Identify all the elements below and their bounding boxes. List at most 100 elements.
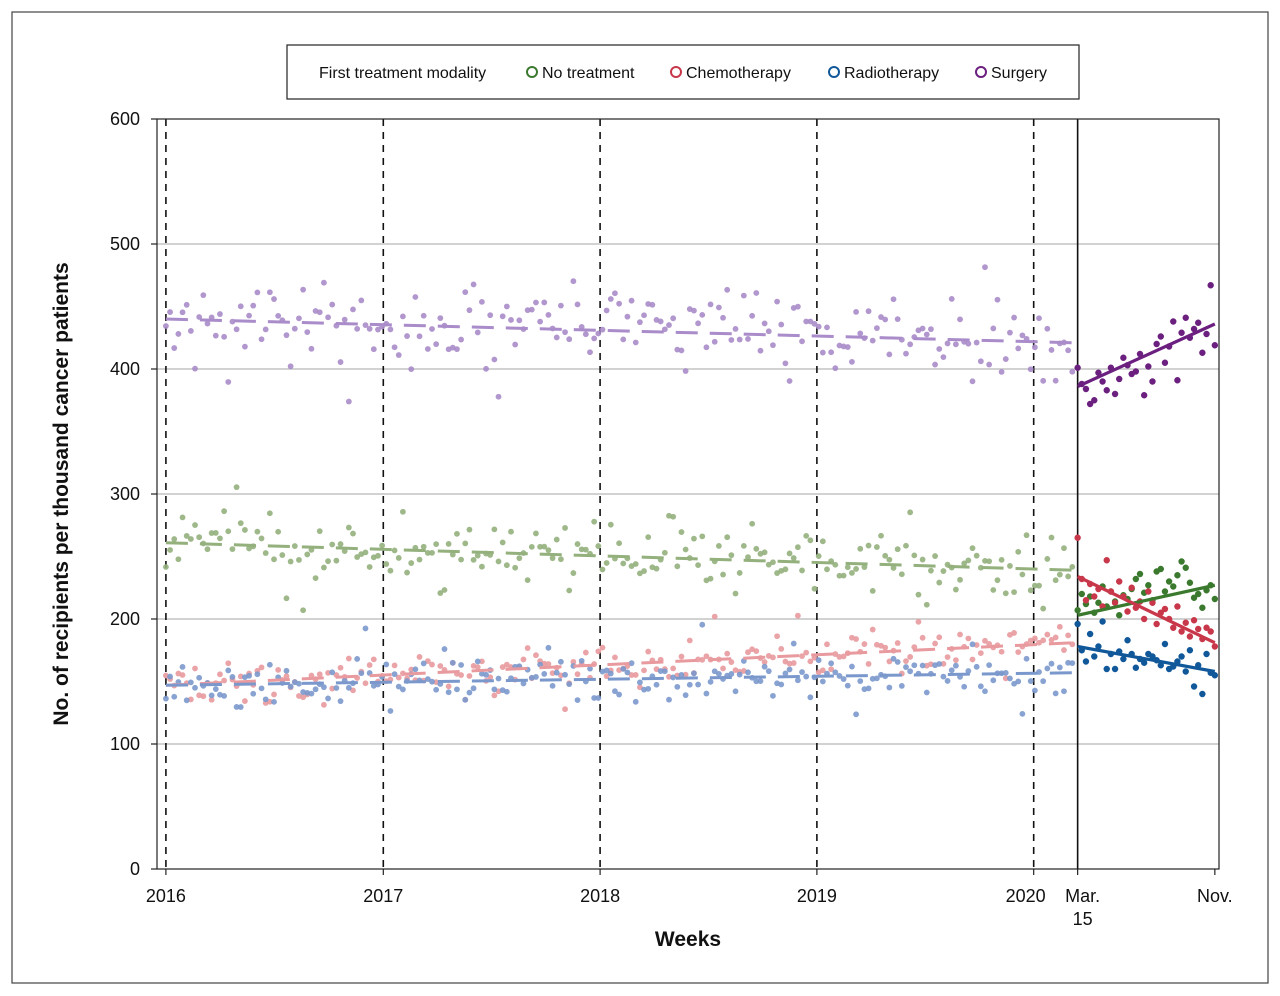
data-point-post-surgery — [1161, 359, 1169, 366]
data-point-pre-radiotherapy — [441, 646, 448, 652]
data-point-pre-no-treatment — [691, 535, 697, 542]
data-point-pre-no-treatment — [782, 566, 789, 573]
data-point-pre-no-treatment — [503, 562, 510, 569]
trend-line-pre-chemotherapy — [165, 641, 1074, 687]
data-point-pre-surgery — [649, 301, 656, 308]
data-point-pre-no-treatment — [873, 544, 880, 550]
pre-period-trends — [165, 317, 1074, 687]
data-point-pre-surgery — [965, 340, 972, 347]
data-point-pre-radiotherapy — [849, 663, 855, 670]
data-point-post-chemotherapy — [1190, 617, 1198, 624]
data-point-pre-no-treatment — [932, 553, 938, 559]
data-point-pre-chemotherapy — [520, 656, 527, 663]
data-point-pre-no-treatment — [454, 530, 460, 537]
data-point-pre-surgery — [886, 351, 893, 358]
trend-line-post-no-treatment — [1077, 583, 1216, 617]
data-point-pre-no-treatment — [674, 563, 681, 570]
data-point-pre-surgery — [466, 307, 473, 314]
data-point-pre-surgery — [225, 379, 232, 385]
data-point-pre-no-treatment — [416, 556, 423, 563]
data-point-pre-no-treatment — [221, 508, 228, 515]
data-point-pre-chemotherapy — [242, 698, 248, 704]
data-point-post-radiotherapy — [1211, 672, 1219, 679]
data-point-pre-radiotherapy — [1056, 664, 1063, 671]
y-tick-label: 600 — [110, 109, 140, 129]
data-point-post-radiotherapy — [1149, 653, 1156, 660]
data-point-pre-no-treatment — [1065, 573, 1072, 580]
data-point-pre-surgery — [233, 326, 240, 333]
data-point-pre-no-treatment — [890, 565, 897, 571]
data-point-pre-radiotherapy — [449, 659, 456, 666]
data-point-pre-chemotherapy — [886, 658, 893, 665]
data-point-pre-surgery — [919, 325, 926, 332]
data-point-pre-radiotherapy — [179, 664, 186, 670]
data-point-pre-radiotherapy — [736, 671, 743, 678]
data-point-pre-surgery — [982, 264, 988, 271]
data-point-pre-surgery — [478, 298, 485, 305]
data-point-post-no-treatment — [1145, 582, 1152, 589]
data-point-pre-radiotherapy — [557, 658, 564, 665]
data-point-post-chemotherapy — [1161, 605, 1169, 613]
data-point-pre-chemotherapy — [977, 650, 984, 657]
data-point-pre-no-treatment — [786, 550, 793, 557]
data-point-pre-surgery — [757, 347, 764, 354]
data-point-pre-radiotherapy — [952, 662, 959, 669]
data-point-pre-radiotherapy — [745, 669, 751, 676]
data-point-pre-chemotherapy — [200, 693, 207, 700]
data-point-pre-surgery — [566, 336, 573, 343]
data-point-pre-chemotherapy — [1015, 649, 1022, 655]
data-point-pre-radiotherapy — [828, 660, 835, 667]
data-point-pre-radiotherapy — [674, 683, 681, 690]
data-point-pre-radiotherapy — [907, 668, 914, 675]
data-point-pre-no-treatment — [641, 568, 647, 574]
data-point-pre-no-treatment — [582, 546, 589, 553]
data-point-post-radiotherapy — [1082, 658, 1090, 665]
data-point-pre-surgery — [699, 311, 706, 318]
data-point-pre-surgery — [778, 321, 785, 328]
data-point-pre-surgery — [1027, 366, 1034, 373]
data-point-post-no-treatment — [1132, 575, 1140, 583]
data-point-post-no-treatment — [1190, 594, 1198, 601]
data-point-pre-radiotherapy — [474, 658, 481, 665]
data-point-pre-chemotherapy — [915, 618, 922, 625]
data-point-pre-radiotherapy — [283, 667, 290, 674]
data-point-pre-surgery — [528, 306, 535, 313]
data-point-pre-radiotherapy — [819, 678, 826, 685]
data-point-pre-radiotherapy — [865, 685, 872, 692]
data-point-pre-chemotherapy — [316, 671, 323, 678]
data-point-pre-radiotherapy — [287, 683, 294, 690]
data-point-pre-no-treatment — [279, 552, 286, 558]
data-point-pre-chemotherapy — [321, 701, 327, 708]
data-point-pre-radiotherapy — [948, 667, 955, 674]
data-point-pre-chemotherapy — [753, 648, 760, 655]
data-point-pre-surgery — [882, 316, 889, 323]
data-point-pre-surgery — [366, 325, 373, 332]
data-point-pre-chemotherapy — [907, 654, 914, 660]
x-tick-label: 2020 — [1006, 886, 1046, 906]
data-point-pre-no-treatment — [300, 607, 307, 614]
data-point-pre-chemotherapy — [682, 671, 689, 678]
data-point-pre-no-treatment — [449, 551, 456, 558]
data-point-post-chemotherapy — [1207, 628, 1214, 635]
data-point-pre-chemotherapy — [699, 656, 706, 663]
data-point-pre-radiotherapy — [537, 661, 544, 668]
data-point-pre-radiotherapy — [853, 711, 859, 718]
data-point-pre-no-treatment — [424, 550, 431, 556]
data-point-pre-surgery — [541, 299, 548, 306]
data-point-pre-no-treatment — [632, 561, 639, 567]
data-point-pre-radiotherapy — [765, 668, 772, 675]
data-point-pre-radiotherapy — [832, 669, 839, 676]
data-point-pre-no-treatment — [715, 543, 722, 549]
data-point-pre-surgery — [724, 286, 731, 293]
data-point-pre-radiotherapy — [1007, 675, 1013, 682]
data-point-pre-surgery — [695, 320, 701, 327]
data-point-pre-surgery — [936, 346, 943, 352]
data-point-post-chemotherapy — [1116, 578, 1123, 585]
data-point-post-surgery — [1203, 330, 1210, 338]
data-point-pre-chemotherapy — [1061, 647, 1067, 653]
data-point-pre-surgery — [770, 342, 776, 349]
data-point-pre-surgery — [424, 346, 431, 352]
data-point-pre-chemotherapy — [192, 665, 198, 672]
data-point-pre-no-treatment — [375, 552, 381, 559]
data-point-pre-no-treatment — [258, 535, 265, 542]
